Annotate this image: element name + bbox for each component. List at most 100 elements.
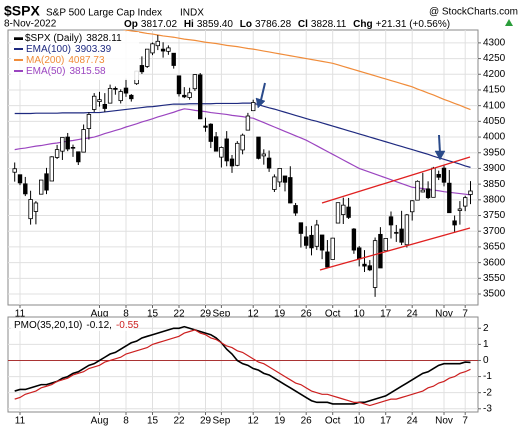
date: 8-Nov-2022 bbox=[4, 19, 57, 30]
candle-body bbox=[341, 204, 346, 215]
source: @ StockCharts.com bbox=[429, 7, 518, 18]
x-tick-label: Nov bbox=[435, 416, 453, 427]
candle-body bbox=[250, 102, 256, 112]
candle-body bbox=[129, 94, 134, 100]
candle-body bbox=[171, 52, 176, 66]
legend-swatch: ▬ bbox=[14, 32, 23, 42]
up-indicator bbox=[505, 19, 513, 26]
candle-body bbox=[293, 205, 298, 214]
candle-body bbox=[197, 74, 203, 120]
legend-entry: MA(200) 4087.73 bbox=[26, 55, 105, 66]
y-tick-label: 3850 bbox=[483, 179, 506, 190]
candle-body bbox=[187, 92, 192, 98]
x-tick-label: 17 bbox=[380, 416, 392, 427]
series-line bbox=[14, 102, 471, 168]
candle-body bbox=[240, 134, 245, 151]
y-tick-label: 0 bbox=[483, 355, 489, 366]
candle-body bbox=[166, 47, 171, 52]
x-tick-label: Aug bbox=[91, 416, 109, 427]
legend-value: 3815.58 bbox=[69, 66, 106, 77]
quote-value: 3828.11 bbox=[311, 19, 347, 30]
x-tick-label: 29 bbox=[200, 309, 212, 320]
legend-entry: ▬ $SPX (Daily) 3828.11 bbox=[14, 32, 122, 43]
candle-body bbox=[383, 238, 388, 252]
x-tick-label: 15 bbox=[147, 416, 159, 427]
candle-body bbox=[44, 173, 49, 191]
x-tick-label: 22 bbox=[173, 309, 185, 320]
candle-body bbox=[399, 228, 404, 243]
legend-value: 4087.73 bbox=[68, 55, 105, 66]
candle-body bbox=[39, 179, 44, 195]
legend-label: $SPX (Daily) bbox=[25, 33, 82, 44]
candle-body bbox=[409, 200, 415, 213]
candle-body bbox=[330, 237, 335, 260]
quote-label: Op bbox=[124, 19, 138, 30]
x-tick-label: 12 bbox=[248, 309, 260, 320]
x-tick-label: 7 bbox=[462, 309, 468, 320]
quote-value: 3786.28 bbox=[255, 19, 292, 30]
x-tick-label: 11 bbox=[15, 416, 26, 427]
candle-body bbox=[436, 174, 441, 178]
y-tick-label: 4250 bbox=[483, 53, 506, 64]
candle-body bbox=[468, 190, 473, 195]
candle-body bbox=[160, 48, 166, 52]
x-tick-label: Oct bbox=[325, 309, 341, 320]
candle-body bbox=[356, 247, 362, 260]
candle-body bbox=[113, 87, 118, 90]
legend-entry: EMA(50) 3815.58 bbox=[26, 66, 106, 77]
candle-body bbox=[33, 202, 39, 212]
candle-body bbox=[12, 168, 17, 173]
candle-body bbox=[49, 156, 54, 182]
candle-body bbox=[123, 87, 129, 94]
candle-body bbox=[431, 167, 436, 198]
candle-body bbox=[457, 208, 463, 211]
y-tick-label: 4100 bbox=[483, 100, 506, 111]
quote-label: Chg bbox=[353, 19, 372, 30]
x-tick-label: Oct bbox=[325, 416, 341, 427]
candle-body bbox=[309, 234, 314, 249]
candle-body bbox=[224, 138, 229, 162]
candle-body bbox=[415, 180, 420, 201]
x-tick-label: Aug bbox=[91, 309, 109, 320]
candle-body bbox=[97, 99, 102, 102]
x-tick-label: 26 bbox=[301, 309, 313, 320]
candle-body bbox=[70, 147, 76, 149]
candle-body bbox=[462, 197, 468, 207]
candle-body bbox=[256, 136, 261, 159]
x-tick-label: 26 bbox=[301, 416, 313, 427]
candle-body bbox=[54, 149, 60, 158]
quote-label: Lo bbox=[240, 19, 252, 30]
candle-body bbox=[288, 177, 293, 204]
y-tick-label: -1 bbox=[483, 371, 492, 382]
y-tick-label: 3700 bbox=[483, 226, 506, 237]
candle-body bbox=[372, 240, 378, 288]
y-tick-label: 3750 bbox=[483, 210, 506, 221]
candle-body bbox=[394, 232, 399, 234]
symbol: $SPX bbox=[4, 3, 40, 19]
candle-body bbox=[245, 115, 251, 131]
y-tick-label: 4000 bbox=[483, 132, 506, 143]
quote-label: Cl bbox=[298, 19, 308, 30]
series-line bbox=[122, 30, 471, 111]
x-tick-label: 29 bbox=[200, 416, 212, 427]
candle-body bbox=[192, 74, 198, 90]
legend-entry: PMO(35,20,10) -0.12, -0.55 bbox=[14, 320, 139, 331]
candle-body bbox=[235, 142, 240, 166]
candle-body bbox=[182, 94, 187, 98]
candle-body bbox=[176, 75, 182, 95]
legend-label: PMO(35,20,10) bbox=[14, 320, 82, 331]
x-tick-label: 19 bbox=[274, 416, 286, 427]
x-tick-label: 24 bbox=[407, 309, 419, 320]
candle-body bbox=[447, 182, 452, 214]
y-tick-label: 4150 bbox=[483, 85, 506, 96]
legend-value: 3828.11 bbox=[86, 33, 122, 44]
y-tick-label: 1 bbox=[483, 339, 489, 350]
candle-body bbox=[144, 48, 150, 67]
x-tick-label: 8 bbox=[123, 416, 129, 427]
legend-label: MA(200) bbox=[26, 55, 64, 66]
y-tick-label: 2 bbox=[483, 323, 489, 334]
quote: Op 3817.02 Hi 3859.40 Lo 3786.28 Cl 3828.11 … bbox=[124, 19, 450, 30]
y-tick-label: 3900 bbox=[483, 163, 506, 174]
x-tick-label: 7 bbox=[462, 416, 468, 427]
